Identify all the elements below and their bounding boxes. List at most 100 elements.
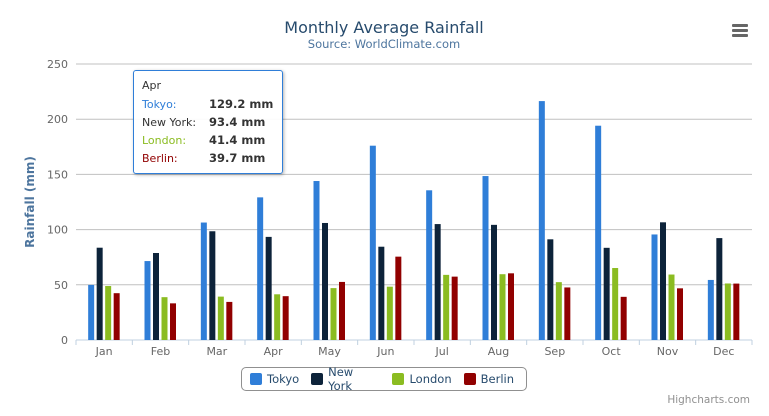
chart-subtitle: Source: WorldClimate.com bbox=[308, 37, 460, 51]
legend-item-tokyo[interactable]: Tokyo bbox=[250, 372, 299, 386]
legend-label: Tokyo bbox=[267, 372, 300, 386]
bar-london bbox=[668, 274, 675, 340]
x-tick-label: Dec bbox=[713, 345, 734, 358]
bar-london bbox=[330, 288, 337, 340]
bar-berlin bbox=[395, 256, 402, 340]
bar-tokyo bbox=[651, 234, 658, 340]
tooltip-row: Tokyo: 129.2 mm bbox=[142, 95, 282, 113]
bar-london bbox=[443, 274, 450, 340]
x-tick-label: Jan bbox=[95, 345, 113, 358]
credits-link[interactable]: Highcharts.com bbox=[667, 394, 750, 406]
legend-swatch bbox=[463, 373, 476, 385]
chart-title: Monthly Average Rainfall bbox=[284, 18, 483, 37]
bar-new-york bbox=[716, 238, 723, 340]
legend-label: London bbox=[409, 372, 452, 386]
hamburger-menu-icon[interactable] bbox=[732, 24, 748, 37]
y-tick-label: 100 bbox=[47, 224, 68, 237]
y-tick-label: 50 bbox=[54, 279, 68, 292]
bar-london bbox=[386, 286, 393, 340]
bar-berlin bbox=[113, 293, 120, 340]
bar-berlin bbox=[451, 276, 458, 340]
bar-tokyo bbox=[200, 222, 207, 340]
legend-item-new-york[interactable]: New York bbox=[311, 365, 380, 393]
bar-tokyo bbox=[707, 279, 714, 340]
x-tick-label: Jul bbox=[435, 345, 449, 358]
tooltip-value: 41.4 mm bbox=[209, 133, 266, 147]
bar-berlin bbox=[170, 303, 176, 340]
tooltip-value: 39.7 mm bbox=[209, 151, 266, 165]
bar-tokyo bbox=[88, 284, 95, 340]
bar-tokyo bbox=[144, 261, 151, 340]
x-tick-label: Feb bbox=[151, 345, 170, 358]
y-tick-label: 200 bbox=[47, 113, 68, 126]
bar-berlin bbox=[564, 287, 571, 340]
tooltip-row: New York: 93.4 mm bbox=[142, 113, 282, 131]
y-tick-label: 250 bbox=[47, 58, 68, 71]
legend-swatch bbox=[250, 373, 262, 385]
bar-tokyo bbox=[426, 190, 433, 340]
bar-new-york bbox=[322, 222, 328, 340]
tooltip-series-name: Tokyo: bbox=[142, 97, 177, 111]
x-tick-label: Nov bbox=[657, 345, 679, 358]
bar-london bbox=[499, 274, 506, 340]
x-tick-label: Jun bbox=[376, 345, 394, 358]
tooltip-series-name: New York: bbox=[142, 115, 197, 129]
legend-swatch bbox=[392, 373, 405, 385]
x-tick-label: May bbox=[318, 345, 341, 358]
bar-tokyo bbox=[538, 101, 545, 341]
x-tick-label: Apr bbox=[264, 345, 284, 358]
bar-new-york bbox=[153, 253, 159, 340]
bar-london bbox=[161, 297, 168, 340]
legend-item-london[interactable]: London bbox=[392, 372, 452, 386]
bar-tokyo bbox=[369, 145, 376, 340]
bar-berlin bbox=[226, 301, 233, 340]
tooltip: Apr Tokyo: 129.2 mm New York: 93.4 mm London… bbox=[133, 70, 283, 174]
bar-berlin bbox=[339, 281, 345, 340]
x-tick-label: Mar bbox=[206, 345, 227, 358]
bar-berlin bbox=[733, 283, 740, 340]
tooltip-series-name: London: bbox=[142, 133, 187, 147]
bar-london bbox=[612, 268, 619, 340]
legend: Tokyo New York London Berlin bbox=[241, 365, 527, 393]
bar-london bbox=[217, 296, 224, 340]
bar-london bbox=[105, 286, 112, 340]
x-tick-label: Sep bbox=[544, 345, 565, 358]
x-tick-label: Aug bbox=[488, 345, 509, 358]
bar-london bbox=[555, 282, 562, 340]
bar-berlin bbox=[508, 273, 514, 340]
bar-berlin bbox=[620, 296, 627, 340]
bar-new-york bbox=[603, 247, 610, 340]
bar-new-york bbox=[209, 231, 216, 340]
bar-tokyo bbox=[257, 197, 264, 340]
bar-new-york bbox=[547, 239, 554, 340]
bar-tokyo bbox=[595, 125, 602, 341]
y-tick-label: 0 bbox=[61, 334, 68, 347]
bar-new-york bbox=[378, 246, 385, 340]
bar-tokyo bbox=[313, 181, 320, 340]
y-tick-label: 150 bbox=[47, 168, 68, 181]
bar-berlin bbox=[677, 288, 683, 340]
bar-new-york bbox=[96, 247, 103, 340]
tooltip-row: London: 41.4 mm bbox=[142, 131, 282, 149]
bar-new-york bbox=[660, 222, 666, 340]
legend-label: Berlin bbox=[480, 372, 514, 386]
tooltip-value: 93.4 mm bbox=[209, 115, 266, 129]
bar-london bbox=[274, 294, 281, 340]
tooltip-header: Apr bbox=[142, 79, 162, 92]
bar-tokyo bbox=[482, 176, 489, 340]
tooltip-series-name: Berlin: bbox=[142, 151, 178, 165]
legend-swatch bbox=[311, 373, 324, 385]
x-tick-label: Oct bbox=[602, 345, 622, 358]
bar-new-york bbox=[434, 224, 441, 340]
bar-london bbox=[724, 283, 731, 340]
bar-new-york bbox=[265, 236, 272, 340]
tooltip-row: Berlin: 39.7 mm bbox=[142, 149, 282, 167]
legend-item-berlin[interactable]: Berlin bbox=[463, 372, 514, 386]
tooltip-value: 129.2 mm bbox=[209, 97, 274, 111]
legend-label: New York bbox=[328, 365, 354, 393]
y-axis-title: Rainfall (mm) bbox=[23, 156, 37, 248]
bar-berlin bbox=[282, 296, 289, 340]
bar-new-york bbox=[491, 224, 497, 340]
